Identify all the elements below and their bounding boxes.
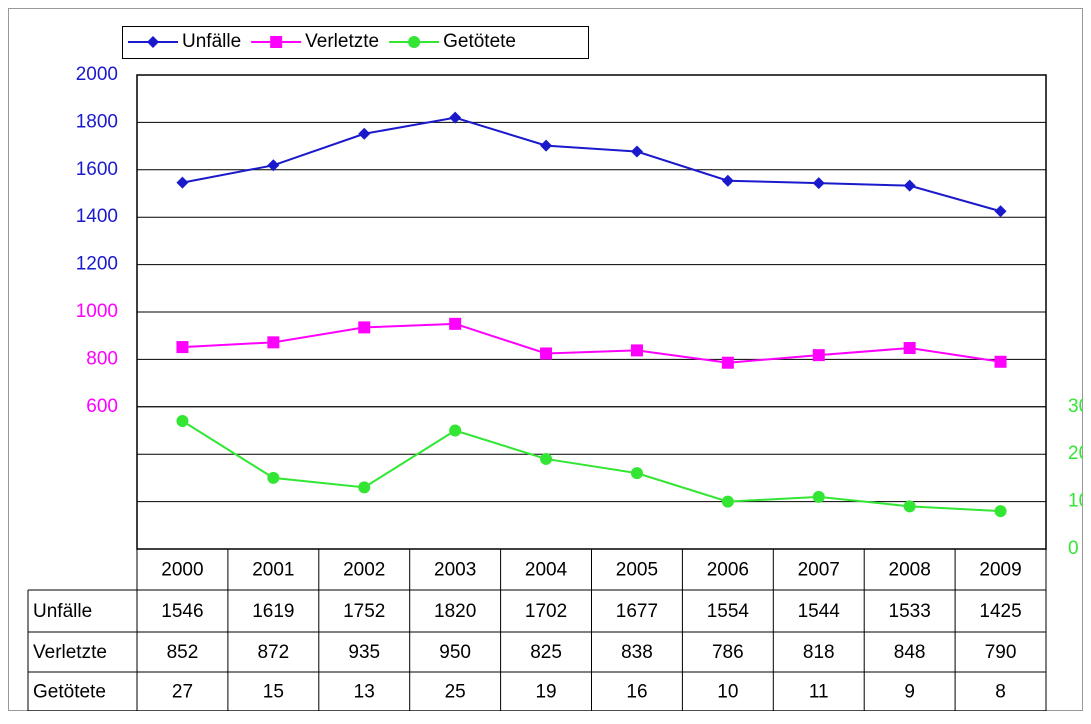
point (540, 347, 553, 360)
legend-box (122, 26, 589, 59)
table-cell: 872 (257, 642, 289, 663)
series-line (182, 116, 1001, 213)
point (540, 452, 553, 465)
series-line (181, 420, 1001, 513)
table-cell: 8 (995, 682, 1006, 703)
y-tick-label: 1000 (76, 301, 118, 322)
point (358, 321, 371, 334)
point (176, 176, 189, 189)
point (994, 355, 1007, 368)
legend-label: Verletzte (305, 31, 379, 52)
point (267, 159, 280, 172)
point (270, 36, 283, 48)
plot-area: 600 800 1000 1200 1400 1600 1800 2000 0 10 20 30 Unf… (27, 26, 1089, 711)
table-cell: 1546 (161, 601, 203, 622)
table-cell: 15 (263, 682, 284, 703)
table-cell: 16 (626, 682, 647, 703)
point (812, 349, 825, 362)
point (147, 36, 159, 48)
y-tick-label: 1800 (76, 111, 118, 132)
point (408, 36, 421, 48)
y-tick-label: 1400 (76, 206, 118, 227)
point (630, 344, 643, 357)
point (812, 490, 825, 503)
point (630, 467, 643, 480)
y-tick-label: 800 (86, 348, 118, 369)
point (267, 471, 280, 484)
point (903, 179, 916, 192)
table-cell: 786 (712, 642, 744, 663)
point (358, 127, 371, 140)
point (994, 205, 1007, 218)
x-tick-label: 2008 (889, 560, 931, 581)
point (630, 145, 643, 158)
table-cell: 1533 (889, 601, 931, 622)
point (449, 317, 462, 330)
table-cell: 13 (354, 682, 375, 703)
table-cell: 11 (809, 682, 829, 703)
y-tick-label: 1600 (76, 159, 118, 180)
table-cell: 25 (445, 682, 466, 703)
x-tick-label: 2004 (525, 560, 568, 581)
y-tick-label: 2000 (76, 64, 118, 85)
y2-tick-label: 20 (1068, 443, 1089, 464)
table-cell: 1677 (616, 601, 658, 622)
table-cell: 1554 (707, 601, 750, 622)
point (449, 424, 462, 437)
point (812, 177, 825, 190)
point (176, 415, 189, 428)
table-cell: 1702 (525, 601, 567, 622)
point (721, 495, 734, 508)
table-cell: 10 (717, 682, 738, 703)
table-cell: 1820 (434, 601, 476, 622)
table-row-label: Getötete (33, 682, 106, 703)
point (721, 356, 734, 369)
table-row-label: Unfälle (33, 601, 92, 622)
point (994, 505, 1007, 518)
table-row-label: Verletzte (33, 642, 107, 663)
x-tick-label: 2000 (161, 560, 203, 581)
table-cell: 1752 (343, 601, 385, 622)
table-cell: 852 (167, 642, 199, 663)
table-cell: 950 (439, 642, 471, 663)
y2-tick-label: 0 (1068, 538, 1079, 559)
point (540, 139, 553, 152)
y-tick-label: 1200 (76, 254, 118, 275)
point (903, 500, 916, 513)
table-cell: 790 (985, 642, 1017, 663)
x-tick-label: 2007 (798, 560, 840, 581)
point (449, 111, 462, 124)
table-cell: 848 (894, 642, 926, 663)
point (267, 336, 280, 349)
point (903, 342, 916, 355)
x-tick-label: 2009 (979, 560, 1021, 581)
table-cell: 1619 (252, 601, 294, 622)
table-cell: 838 (621, 642, 653, 663)
x-tick-label: 2003 (434, 560, 476, 581)
table-cell: 9 (904, 682, 915, 703)
point (176, 341, 189, 354)
y2-tick-label: 30 (1068, 396, 1089, 417)
table-cell: 935 (348, 642, 380, 663)
table-cell: 818 (803, 642, 835, 663)
table-cell: 19 (535, 682, 556, 703)
table-cell: 825 (530, 642, 562, 663)
y2-tick-label: 10 (1068, 491, 1089, 512)
point (358, 481, 371, 494)
table-cell: 1425 (979, 601, 1021, 622)
series-line (182, 322, 1001, 364)
table-cell: 1544 (798, 601, 841, 622)
table-cell: 27 (172, 682, 193, 703)
y-tick-label: 600 (86, 396, 118, 417)
x-tick-label: 2005 (616, 560, 658, 581)
legend-label: Unfälle (182, 31, 241, 52)
legend-label: Getötete (443, 31, 516, 52)
point (721, 174, 734, 187)
x-tick-label: 2001 (252, 560, 294, 581)
x-tick-label: 2006 (707, 560, 749, 581)
x-tick-label: 2002 (343, 560, 385, 581)
